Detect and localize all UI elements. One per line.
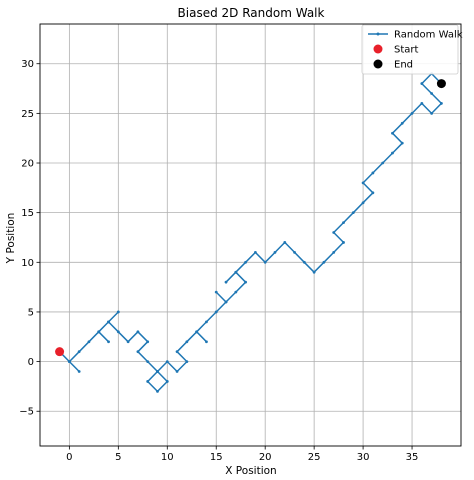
walk-point: [175, 350, 179, 354]
x-tick-label: 5: [115, 452, 121, 463]
walk-point: [332, 250, 336, 254]
walk-point: [87, 340, 91, 344]
walk-point: [214, 290, 218, 294]
walk-point: [234, 270, 238, 274]
walk-point: [146, 360, 150, 363]
walk-point: [371, 191, 375, 195]
walk-point: [146, 340, 150, 344]
walk-point: [165, 380, 169, 383]
walk-point: [205, 340, 208, 344]
y-tick-label: 10: [21, 258, 34, 269]
legend-end-marker: [373, 59, 383, 69]
walk-point: [136, 350, 140, 354]
walk-point: [214, 310, 218, 314]
walk-point: [205, 320, 208, 324]
y-tick-label: 0: [28, 357, 34, 368]
walk-point: [67, 360, 71, 363]
walk-point: [77, 350, 81, 354]
walk-point: [146, 380, 150, 383]
y-tick-label: 5: [28, 307, 34, 318]
walk-point: [273, 250, 277, 254]
walk-point: [391, 151, 394, 155]
walk-point: [97, 330, 101, 334]
walk-point: [185, 360, 189, 363]
walk-point: [400, 141, 404, 145]
x-tick-label: 30: [357, 452, 370, 463]
y-tick-label: 15: [21, 208, 34, 219]
walk-point: [263, 260, 267, 264]
walk-point: [322, 260, 326, 264]
legend-end-label: End: [394, 60, 413, 71]
walk-point: [126, 340, 130, 344]
x-axis-label: X Position: [225, 465, 276, 477]
legend-walk-label: Random Walk: [394, 30, 463, 41]
y-tick-label: −5: [19, 407, 34, 418]
x-tick-label: 0: [66, 452, 72, 463]
walk-point: [224, 280, 228, 284]
walk-point: [156, 389, 159, 393]
legend-start-label: Start: [394, 45, 419, 56]
walk-point: [361, 181, 365, 185]
walk-point: [391, 131, 394, 135]
walk-point: [165, 360, 169, 363]
walk-point: [116, 310, 120, 314]
x-tick-label: 15: [210, 452, 223, 463]
walk-point: [244, 260, 248, 264]
walk-point: [283, 241, 287, 244]
walk-point: [371, 171, 375, 175]
walk-point: [420, 82, 424, 85]
walk-point: [107, 340, 110, 344]
walk-point: [253, 250, 257, 254]
y-axis-label: Y Position: [5, 213, 17, 265]
walk-point: [351, 211, 355, 215]
plot-frame: [39, 23, 462, 447]
x-tick-label: 25: [308, 452, 321, 463]
chart-title: Biased 2D Random Walk: [178, 6, 325, 20]
x-tick-label: 35: [406, 452, 419, 463]
walk-point: [342, 221, 345, 224]
walk-point: [361, 201, 365, 205]
grid-lines: [40, 24, 461, 446]
walk-point: [136, 330, 140, 334]
walk-point: [410, 111, 414, 115]
walk-point: [381, 161, 385, 165]
walk-path: [59, 72, 443, 393]
walk-point: [116, 330, 120, 334]
walk-point: [302, 260, 306, 264]
y-tick-label: 30: [21, 59, 34, 70]
walk-point: [244, 280, 248, 284]
legend-start-marker: [373, 44, 383, 54]
legend-walk-point: [376, 32, 380, 36]
end-marker: [436, 79, 446, 89]
y-tick-label: 25: [21, 109, 34, 120]
walk-point: [107, 320, 110, 324]
legend: Random Walk Start End: [361, 24, 463, 75]
walk-point: [156, 370, 159, 373]
walk-point: [293, 250, 296, 254]
walk-point: [185, 340, 189, 344]
y-tick-label: 20: [21, 159, 34, 170]
walk-point: [234, 290, 238, 294]
walk-point: [342, 241, 345, 244]
walk-point: [332, 231, 336, 234]
walk-point: [224, 300, 228, 304]
walk-point: [440, 102, 443, 105]
endpoint-markers: [55, 79, 446, 357]
walk-point: [312, 270, 316, 274]
walk-point: [430, 111, 434, 115]
legend-box: [361, 24, 459, 75]
x-tick-label: 20: [259, 452, 272, 463]
walk-point: [77, 370, 81, 373]
walk-point: [400, 121, 404, 125]
x-tick-label: 10: [161, 452, 174, 463]
walk-point: [195, 330, 199, 334]
start-marker: [55, 347, 65, 357]
axis-ticks: 0 5 10 15 20 25 30 35 −5 0 5 10 15 20 25 30: [19, 59, 418, 463]
walk-point: [420, 102, 424, 105]
walk-point: [175, 370, 179, 373]
walk-point: [430, 92, 434, 95]
